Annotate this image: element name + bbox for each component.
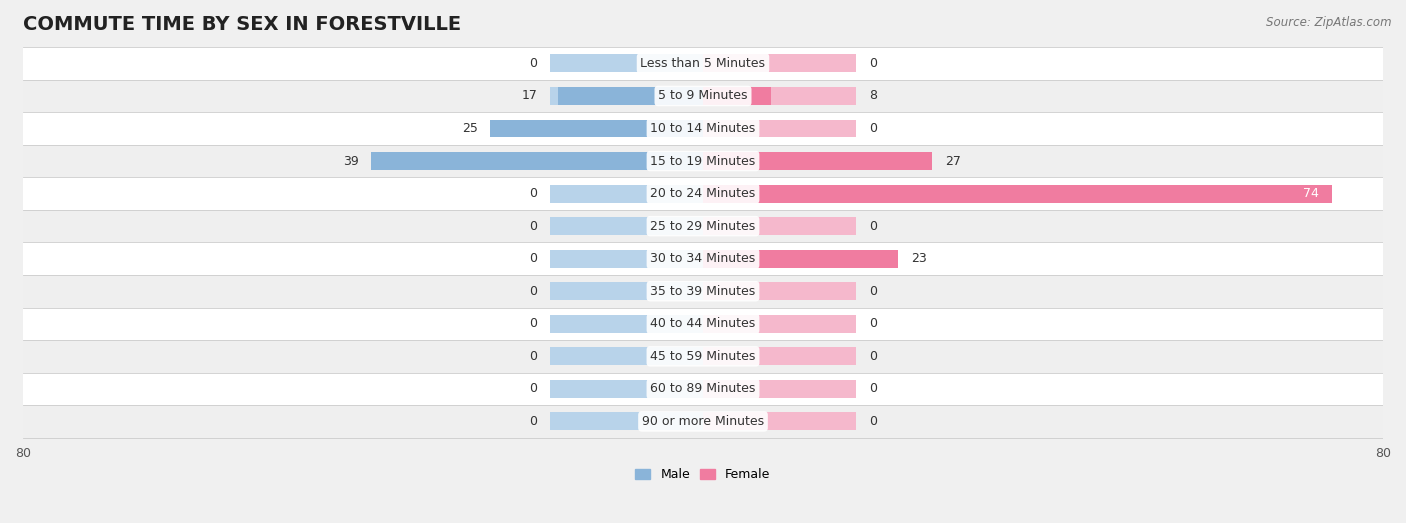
Bar bbox=[22, 210, 1384, 243]
Text: 23: 23 bbox=[911, 252, 927, 265]
Text: 0: 0 bbox=[529, 317, 537, 331]
Text: 0: 0 bbox=[529, 252, 537, 265]
Text: 39: 39 bbox=[343, 155, 359, 167]
Bar bbox=[703, 315, 856, 333]
Text: 74: 74 bbox=[1303, 187, 1319, 200]
Bar bbox=[22, 372, 1384, 405]
Bar bbox=[550, 152, 703, 170]
Bar bbox=[703, 185, 1331, 202]
Text: 8: 8 bbox=[869, 89, 877, 103]
Text: Less than 5 Minutes: Less than 5 Minutes bbox=[641, 57, 765, 70]
Text: 90 or more Minutes: 90 or more Minutes bbox=[643, 415, 763, 428]
Bar bbox=[703, 152, 856, 170]
Bar bbox=[703, 282, 856, 300]
Bar bbox=[550, 413, 703, 430]
Text: 0: 0 bbox=[529, 415, 537, 428]
Bar bbox=[703, 347, 856, 365]
Text: 60 to 89 Minutes: 60 to 89 Minutes bbox=[651, 382, 755, 395]
Text: 20 to 24 Minutes: 20 to 24 Minutes bbox=[651, 187, 755, 200]
Bar bbox=[703, 250, 898, 268]
Bar bbox=[550, 347, 703, 365]
Text: 25: 25 bbox=[463, 122, 478, 135]
Bar bbox=[703, 54, 856, 72]
Bar bbox=[703, 87, 856, 105]
Text: 27: 27 bbox=[945, 155, 962, 167]
Bar bbox=[703, 152, 932, 170]
Text: 0: 0 bbox=[529, 382, 537, 395]
Bar bbox=[550, 54, 703, 72]
Bar bbox=[703, 185, 856, 202]
Text: 0: 0 bbox=[529, 187, 537, 200]
Text: 0: 0 bbox=[529, 350, 537, 363]
Text: 0: 0 bbox=[529, 285, 537, 298]
Bar bbox=[550, 120, 703, 138]
Bar bbox=[22, 243, 1384, 275]
Text: 35 to 39 Minutes: 35 to 39 Minutes bbox=[651, 285, 755, 298]
Text: Source: ZipAtlas.com: Source: ZipAtlas.com bbox=[1267, 16, 1392, 29]
Bar bbox=[491, 120, 703, 138]
Bar bbox=[22, 47, 1384, 79]
Text: 0: 0 bbox=[869, 122, 877, 135]
Bar bbox=[22, 405, 1384, 438]
Text: 0: 0 bbox=[529, 57, 537, 70]
Bar bbox=[550, 87, 703, 105]
Bar bbox=[703, 250, 856, 268]
Text: 17: 17 bbox=[522, 89, 537, 103]
Text: COMMUTE TIME BY SEX IN FORESTVILLE: COMMUTE TIME BY SEX IN FORESTVILLE bbox=[22, 15, 461, 34]
Bar bbox=[22, 145, 1384, 177]
Bar bbox=[22, 308, 1384, 340]
Text: 0: 0 bbox=[869, 220, 877, 233]
Text: 30 to 34 Minutes: 30 to 34 Minutes bbox=[651, 252, 755, 265]
Bar bbox=[22, 177, 1384, 210]
Bar bbox=[22, 112, 1384, 145]
Bar bbox=[550, 185, 703, 202]
Text: 45 to 59 Minutes: 45 to 59 Minutes bbox=[651, 350, 755, 363]
Text: 10 to 14 Minutes: 10 to 14 Minutes bbox=[651, 122, 755, 135]
Bar bbox=[550, 282, 703, 300]
Text: 0: 0 bbox=[869, 350, 877, 363]
Bar bbox=[550, 380, 703, 398]
Bar bbox=[703, 120, 856, 138]
Text: 15 to 19 Minutes: 15 to 19 Minutes bbox=[651, 155, 755, 167]
Text: 0: 0 bbox=[529, 220, 537, 233]
Text: 0: 0 bbox=[869, 57, 877, 70]
Bar bbox=[558, 87, 703, 105]
Bar bbox=[703, 413, 856, 430]
Legend: Male, Female: Male, Female bbox=[630, 463, 776, 486]
Text: 40 to 44 Minutes: 40 to 44 Minutes bbox=[651, 317, 755, 331]
Text: 25 to 29 Minutes: 25 to 29 Minutes bbox=[651, 220, 755, 233]
Bar bbox=[703, 217, 856, 235]
Bar bbox=[550, 217, 703, 235]
Bar bbox=[22, 340, 1384, 372]
Bar bbox=[703, 87, 770, 105]
Bar bbox=[371, 152, 703, 170]
Bar bbox=[703, 380, 856, 398]
Text: 5 to 9 Minutes: 5 to 9 Minutes bbox=[658, 89, 748, 103]
Bar bbox=[550, 315, 703, 333]
Bar bbox=[22, 79, 1384, 112]
Text: 0: 0 bbox=[869, 317, 877, 331]
Bar bbox=[22, 275, 1384, 308]
Bar bbox=[550, 250, 703, 268]
Text: 0: 0 bbox=[869, 415, 877, 428]
Text: 0: 0 bbox=[869, 382, 877, 395]
Text: 0: 0 bbox=[869, 285, 877, 298]
